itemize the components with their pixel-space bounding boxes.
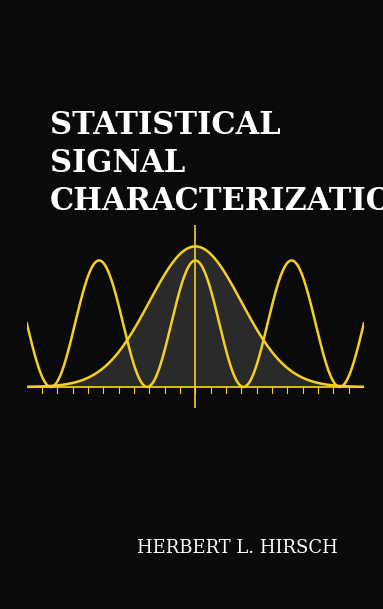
Text: STATISTICAL
SIGNAL
CHARACTERIZATION: STATISTICAL SIGNAL CHARACTERIZATION <box>50 110 383 217</box>
Text: HERBERT L. HIRSCH: HERBERT L. HIRSCH <box>137 539 338 557</box>
